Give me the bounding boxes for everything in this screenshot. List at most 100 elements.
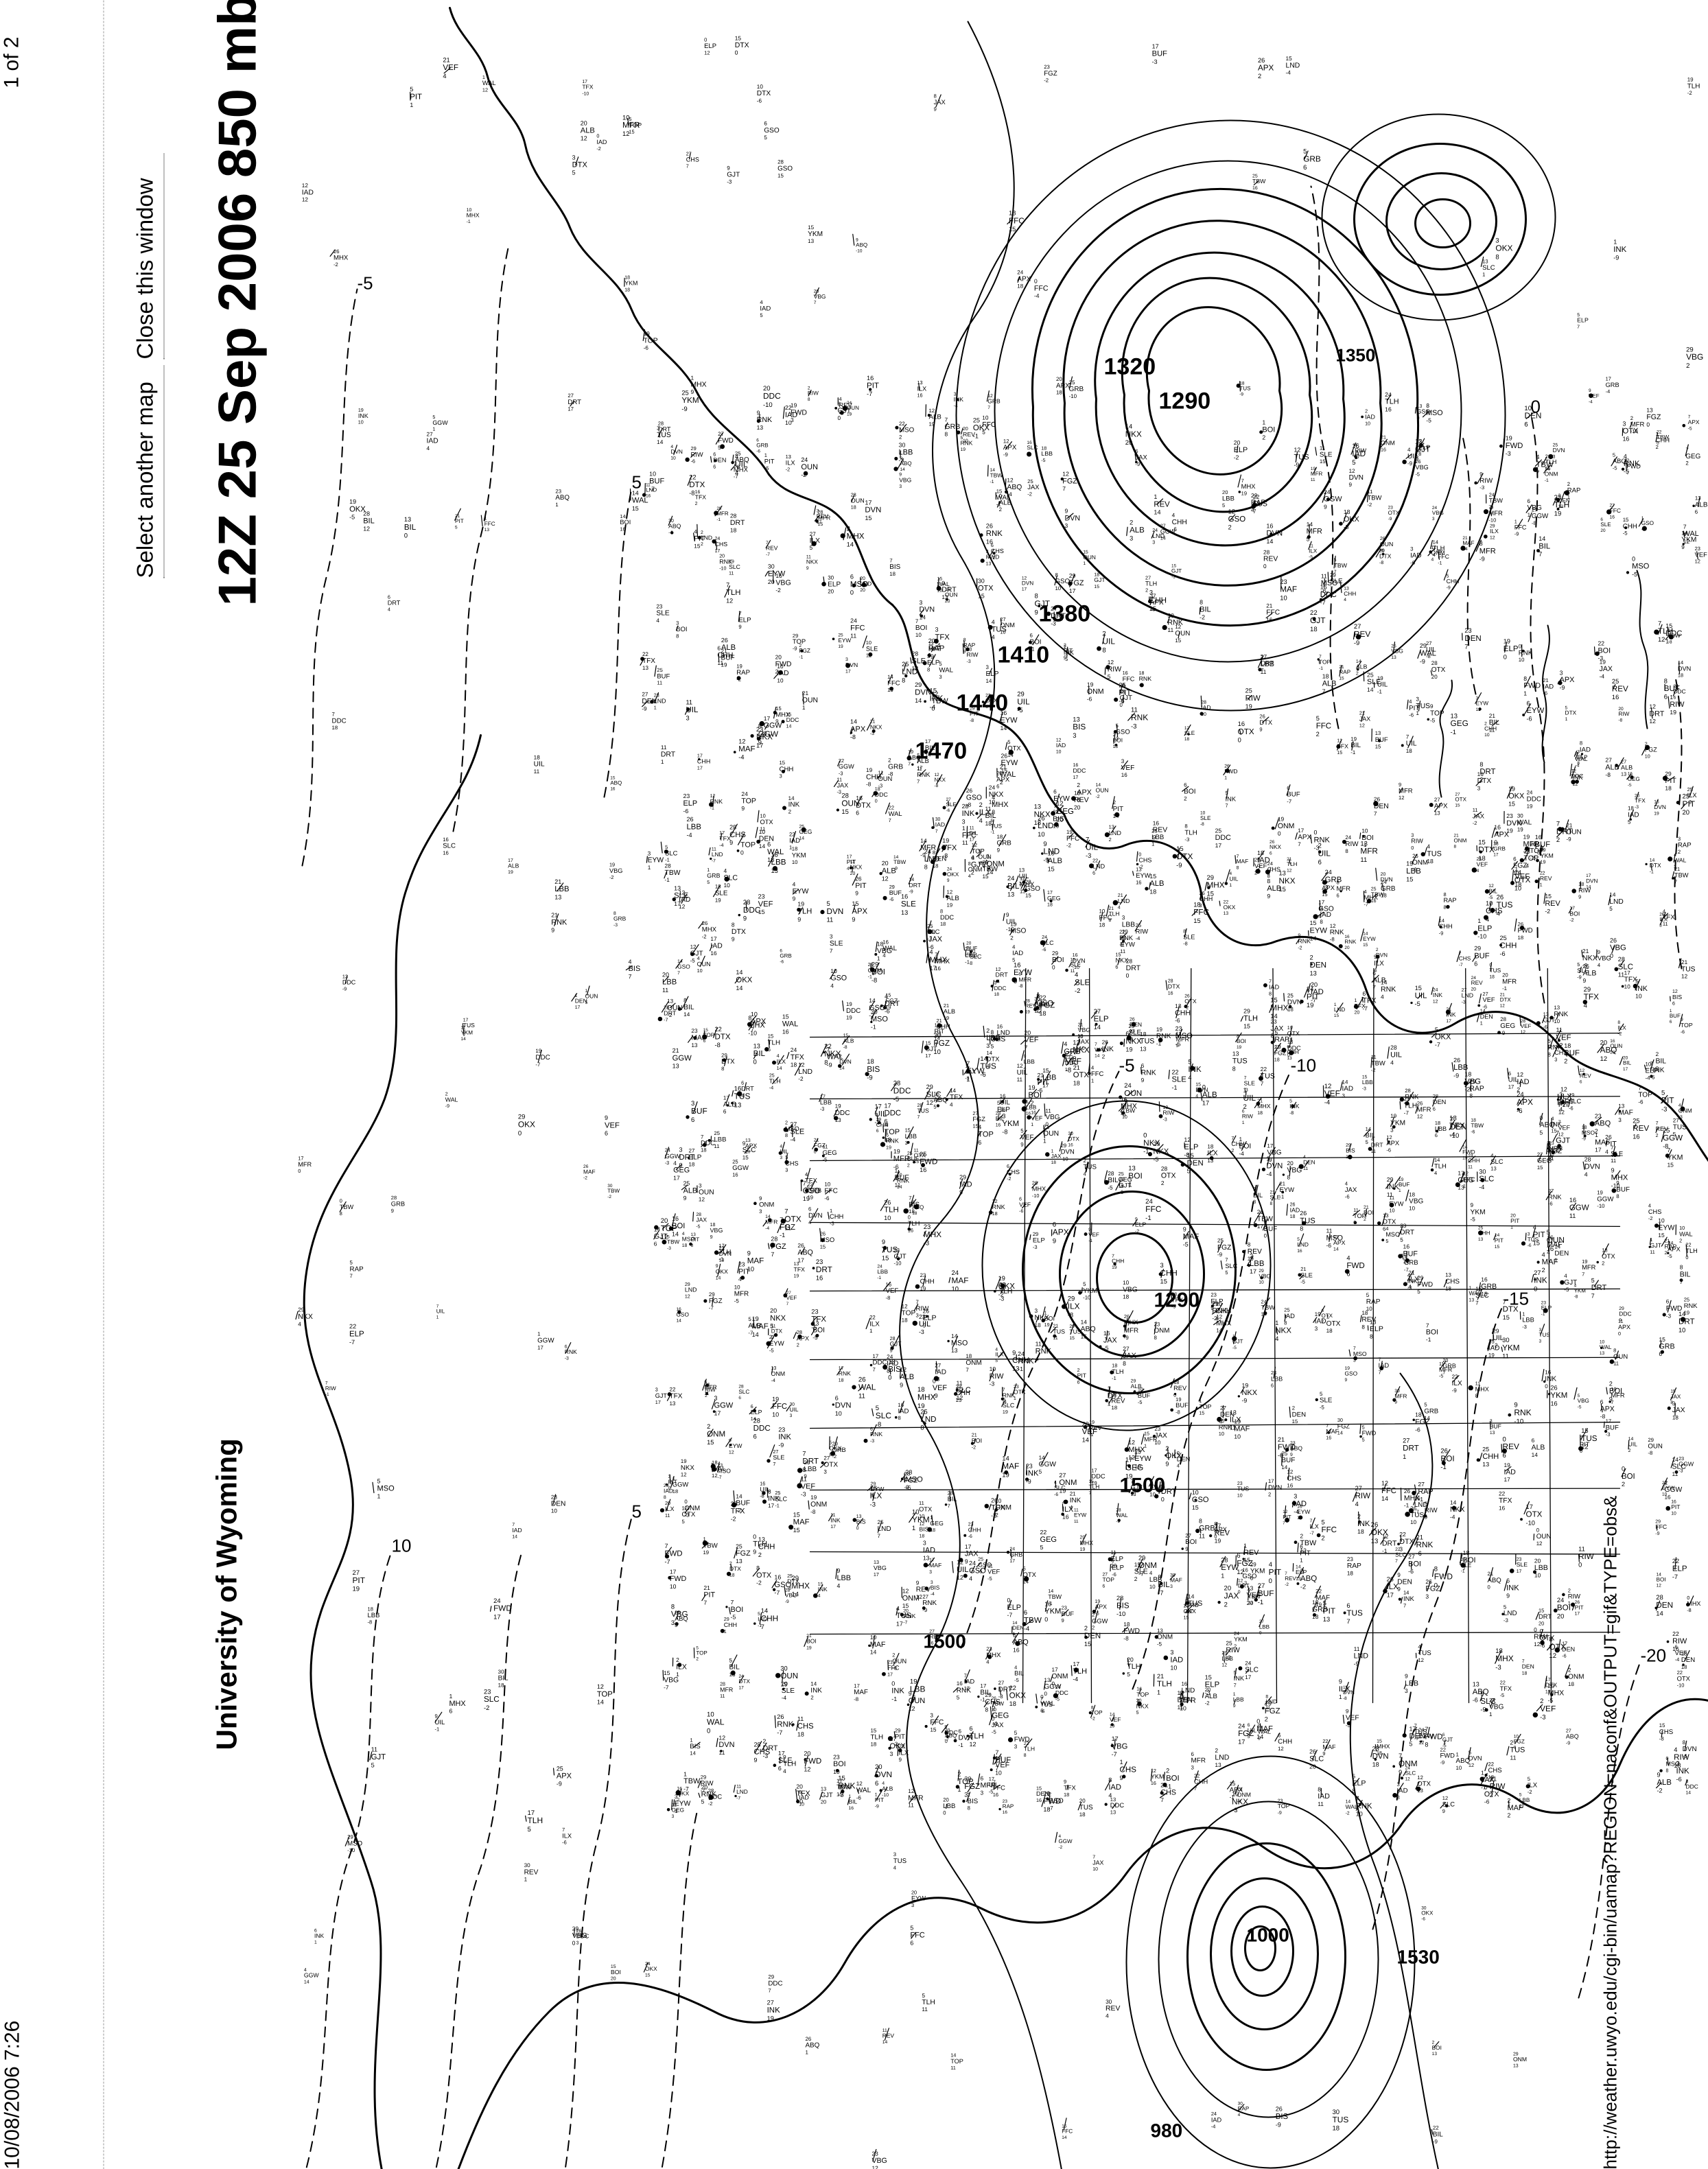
- svg-text:6: 6: [1092, 869, 1095, 876]
- svg-text:-9: -9: [1003, 451, 1007, 457]
- svg-text:2: 2: [1655, 1051, 1659, 1057]
- svg-text:16: 16: [1013, 1646, 1020, 1653]
- svg-text:16: 16: [1167, 991, 1173, 996]
- svg-text:22: 22: [1672, 1630, 1679, 1637]
- svg-text:TUS: TUS: [896, 1612, 911, 1620]
- svg-text:FFC: FFC: [992, 1784, 1005, 1791]
- svg-text:17: 17: [1267, 1478, 1274, 1484]
- svg-text:9: 9: [690, 388, 694, 395]
- svg-text:ALB: ALB: [721, 644, 735, 652]
- svg-text:LND: LND: [1038, 821, 1053, 830]
- svg-text:18: 18: [889, 571, 896, 577]
- svg-text:-10: -10: [1477, 933, 1486, 939]
- svg-text:DRT: DRT: [657, 425, 670, 432]
- svg-text:30: 30: [935, 817, 940, 822]
- svg-text:18: 18: [966, 1353, 972, 1359]
- svg-text:8: 8: [1453, 844, 1456, 849]
- svg-text:17: 17: [1009, 1558, 1015, 1563]
- svg-text:14: 14: [846, 541, 853, 548]
- svg-text:-10: -10: [1630, 428, 1637, 434]
- svg-text:-2: -2: [971, 1444, 975, 1450]
- svg-text:29: 29: [1032, 1230, 1038, 1236]
- svg-text:0: 0: [1160, 1496, 1164, 1503]
- svg-text:-2: -2: [1066, 842, 1071, 848]
- svg-text:29: 29: [1489, 524, 1495, 528]
- svg-text:9: 9: [715, 1264, 718, 1269]
- svg-text:7: 7: [909, 1195, 911, 1201]
- svg-text:RNK: RNK: [956, 1687, 971, 1694]
- svg-text:10: 10: [995, 1498, 1002, 1504]
- svg-text:LBB: LBB: [1249, 1259, 1264, 1267]
- svg-text:MFR: MFR: [908, 1794, 923, 1802]
- svg-text:15: 15: [1659, 1722, 1665, 1728]
- svg-text:14: 14: [1424, 1414, 1430, 1420]
- svg-text:10: 10: [989, 1365, 996, 1372]
- svg-text:20: 20: [781, 1680, 788, 1687]
- svg-text:27: 27: [1353, 623, 1361, 631]
- svg-text:19: 19: [1569, 1092, 1574, 1098]
- svg-text:12: 12: [1694, 558, 1700, 564]
- svg-text:13: 13: [1445, 1271, 1451, 1278]
- svg-text:26: 26: [1530, 841, 1536, 847]
- svg-text:5: 5: [1503, 1604, 1506, 1610]
- svg-text:MHX: MHX: [775, 711, 791, 718]
- svg-text:-2: -2: [756, 1579, 762, 1586]
- svg-text:25: 25: [1226, 1639, 1232, 1646]
- svg-text:20: 20: [1600, 528, 1606, 533]
- svg-text:RNK: RNK: [1380, 985, 1395, 994]
- svg-text:20: 20: [1309, 1763, 1316, 1770]
- svg-text:24: 24: [1324, 489, 1331, 495]
- svg-text:-6: -6: [1638, 1099, 1643, 1105]
- svg-text:12: 12: [710, 794, 715, 799]
- svg-text:12: 12: [1055, 738, 1061, 742]
- svg-text:8: 8: [920, 1424, 924, 1431]
- svg-text:-4: -4: [686, 831, 692, 838]
- svg-text:RIW: RIW: [1670, 701, 1685, 709]
- svg-text:11: 11: [711, 847, 716, 852]
- svg-text:-9: -9: [1353, 1660, 1359, 1667]
- svg-text:18: 18: [700, 1147, 706, 1153]
- svg-text:4: 4: [1584, 1171, 1587, 1177]
- svg-text:BIL: BIL: [1679, 1270, 1690, 1278]
- svg-text:OTX: OTX: [1514, 876, 1530, 884]
- svg-text:0: 0: [1632, 555, 1635, 562]
- svg-text:CHS: CHS: [1119, 1766, 1136, 1774]
- svg-text:15: 15: [1171, 563, 1177, 568]
- svg-text:26: 26: [804, 1459, 810, 1466]
- svg-text:0: 0: [1143, 1132, 1147, 1139]
- svg-text:15: 15: [707, 1438, 714, 1445]
- svg-text:20: 20: [963, 427, 968, 432]
- svg-text:7: 7: [1269, 978, 1272, 984]
- svg-text:22: 22: [1499, 1490, 1506, 1497]
- svg-text:19: 19: [1468, 1153, 1473, 1158]
- svg-text:1: 1: [653, 705, 656, 710]
- svg-text:15: 15: [1494, 1245, 1499, 1250]
- svg-text:-5: -5: [1415, 471, 1420, 477]
- svg-text:TFX: TFX: [1499, 1497, 1512, 1505]
- svg-text:3: 3: [686, 714, 689, 721]
- svg-text:27: 27: [1408, 1553, 1415, 1560]
- svg-text:18: 18: [1193, 901, 1200, 908]
- svg-text:JAX: JAX: [1672, 1407, 1685, 1414]
- svg-text:-7: -7: [903, 1620, 907, 1625]
- svg-text:-3: -3: [898, 456, 904, 463]
- svg-text:10: 10: [1513, 1734, 1519, 1739]
- svg-text:1: 1: [1157, 1689, 1160, 1696]
- svg-text:9: 9: [1578, 893, 1581, 900]
- svg-text:-3: -3: [918, 1328, 924, 1335]
- svg-text:8: 8: [1361, 1324, 1365, 1330]
- svg-text:-6: -6: [1471, 1129, 1475, 1134]
- svg-text:7: 7: [1257, 865, 1261, 871]
- svg-text:17: 17: [697, 765, 702, 771]
- svg-text:INK: INK: [1572, 773, 1583, 780]
- svg-text:-8: -8: [1289, 1110, 1294, 1115]
- svg-text:6: 6: [1527, 497, 1530, 504]
- svg-text:DDC: DDC: [753, 1424, 770, 1432]
- svg-text:3: 3: [1674, 865, 1676, 869]
- svg-text:FFC: FFC: [1066, 834, 1079, 842]
- svg-text:18: 18: [1517, 934, 1523, 940]
- svg-text:26: 26: [1605, 1133, 1612, 1140]
- svg-text:24: 24: [1233, 1630, 1239, 1637]
- svg-text:15: 15: [1183, 1615, 1189, 1620]
- svg-text:26: 26: [1453, 1056, 1460, 1063]
